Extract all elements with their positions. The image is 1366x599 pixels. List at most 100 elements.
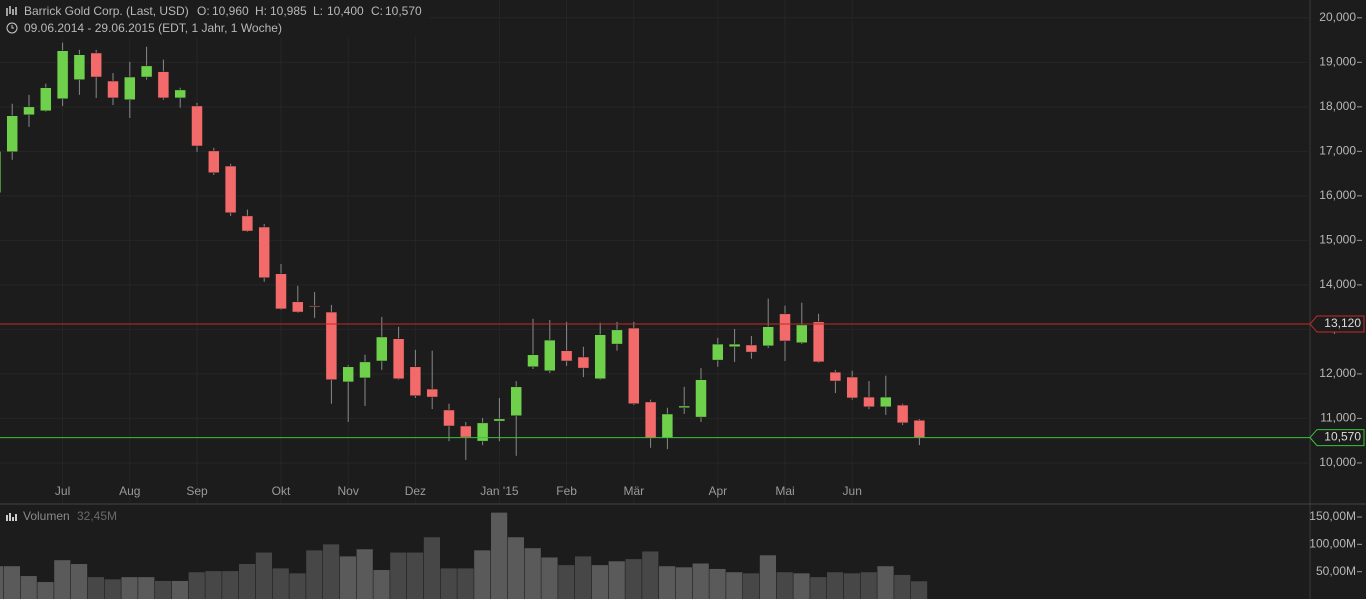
volume-bar <box>541 557 558 599</box>
candle-body <box>695 379 707 418</box>
volume-bar <box>339 556 356 599</box>
clock-icon <box>6 22 18 34</box>
x-tick-label: Okt <box>272 484 291 498</box>
low-value: 10,400 <box>327 4 364 18</box>
volume-bar <box>373 570 390 599</box>
candle-body <box>241 215 254 232</box>
y-tick-label: 16,000 <box>1319 188 1356 202</box>
candle-body <box>846 376 858 399</box>
candle-body <box>796 324 808 344</box>
volume-bar <box>827 572 844 599</box>
candle-body <box>460 425 472 438</box>
price-tag-label: 13,120 <box>1324 316 1361 330</box>
volume-bar <box>810 577 827 599</box>
candle-body <box>611 329 623 345</box>
candle-body <box>443 409 455 427</box>
volume-bar <box>575 556 592 599</box>
candle-body <box>157 71 170 99</box>
y-tick-label: 20,000 <box>1319 10 1356 24</box>
candle-body <box>40 87 52 112</box>
volume-bar <box>894 574 911 599</box>
x-tick-label: Feb <box>556 484 577 498</box>
volume-bar <box>709 568 726 599</box>
volume-bar <box>507 537 524 599</box>
candle-body <box>90 52 102 78</box>
volume-bar <box>20 576 37 599</box>
candle-body <box>527 354 539 368</box>
candle-body <box>812 321 825 363</box>
y-tick-label: 12,000 <box>1319 366 1356 380</box>
candle-body <box>107 80 119 99</box>
candle-body <box>140 65 153 78</box>
y-tick-label: 100,00M <box>1309 537 1356 551</box>
volume-bar <box>877 566 894 599</box>
volume-bar <box>71 564 88 599</box>
candle-body <box>712 343 724 361</box>
candle-body <box>628 327 640 404</box>
candle-body <box>426 388 438 398</box>
candle-body <box>124 76 136 100</box>
y-tick-label: 17,000 <box>1319 144 1356 158</box>
price-tag <box>1309 315 1365 333</box>
high-label: H: <box>255 4 267 18</box>
volume-bar <box>491 512 508 599</box>
y-tick-label: 19,000 <box>1319 54 1356 68</box>
candle-body <box>913 419 926 438</box>
x-tick-label: Sep <box>186 484 208 498</box>
volume-bar <box>558 565 575 599</box>
candle-body <box>880 396 892 408</box>
volume-icon <box>6 513 17 521</box>
volume-bar <box>591 565 608 599</box>
volume-bar <box>37 582 54 599</box>
candle-body <box>191 105 203 147</box>
subtitle: 09.06.2014 - 29.06.2015 (EDT, 1 Jahr, 1 … <box>24 21 282 35</box>
y-tick-label: 15,000 <box>1319 233 1356 247</box>
volume-bar <box>440 568 457 599</box>
volume-bar <box>759 555 776 599</box>
volume-bar <box>272 568 289 599</box>
volume-bar <box>104 579 121 599</box>
volume-bar <box>474 550 491 599</box>
volume-bar <box>306 550 323 599</box>
candle-body <box>308 305 321 308</box>
candle-body <box>342 366 354 383</box>
candle-body <box>829 371 842 382</box>
candle-body <box>476 422 489 442</box>
y-tick-label: 50,00M <box>1316 564 1356 578</box>
x-tick-label: Jan '15 <box>480 484 519 498</box>
candle-body <box>174 89 186 99</box>
candle-body <box>56 50 69 100</box>
volume-bar <box>3 566 21 599</box>
volume-bar <box>87 577 104 599</box>
y-tick-label: 18,000 <box>1319 99 1356 113</box>
clock-hands <box>11 25 14 29</box>
candle-body <box>644 401 657 439</box>
candle-body <box>493 418 506 422</box>
candle-body <box>208 150 220 173</box>
candle-body <box>560 350 573 362</box>
candle-body <box>325 311 338 380</box>
candle-body <box>6 115 18 153</box>
volume-bar <box>289 573 306 599</box>
candle-body <box>409 366 422 396</box>
low-label: L: <box>313 4 323 18</box>
volume-bar <box>776 572 793 599</box>
volume-bar <box>423 537 440 599</box>
volume-bar <box>323 544 340 599</box>
candle-body <box>577 356 590 369</box>
price-tag <box>1309 429 1365 447</box>
volume-bar <box>625 559 642 599</box>
volume-bar <box>54 560 71 599</box>
x-tick-label: Dez <box>405 484 426 498</box>
volume-title: Volumen <box>23 509 70 523</box>
volume-bar <box>911 581 928 599</box>
volume-bar <box>860 572 877 599</box>
y-tick-label: 150,00M <box>1309 509 1356 523</box>
volume-bar <box>255 552 272 599</box>
volume-bar <box>843 573 860 599</box>
volume-bar <box>239 564 256 599</box>
volume-bar <box>675 567 692 599</box>
x-tick-label: Mai <box>775 484 794 498</box>
candle-body <box>762 326 774 347</box>
volume-bar <box>205 571 222 599</box>
